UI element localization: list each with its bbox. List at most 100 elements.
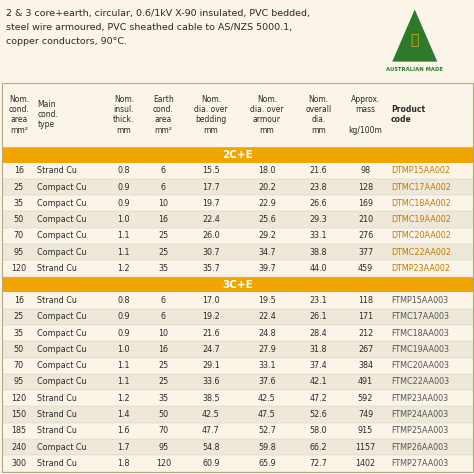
Text: 120: 120 [156,459,171,468]
Text: 6: 6 [161,312,166,321]
Text: 6: 6 [161,182,166,191]
Text: 29.1: 29.1 [202,361,220,370]
Text: 10: 10 [158,328,168,337]
Text: 44.0: 44.0 [310,264,327,273]
Text: 300: 300 [11,459,27,468]
Text: 33.1: 33.1 [258,361,276,370]
Text: 185: 185 [11,427,27,436]
Text: 0.9: 0.9 [118,199,130,208]
Text: 54.8: 54.8 [202,443,220,452]
Text: 70: 70 [14,231,24,240]
Text: 384: 384 [358,361,373,370]
Text: FTMP26AA003: FTMP26AA003 [391,443,448,452]
Text: Nom.
cond.
area
mm²: Nom. cond. area mm² [9,95,29,135]
Text: 6: 6 [161,166,166,175]
Text: Strand Cu: Strand Cu [37,427,77,436]
Text: 19.2: 19.2 [202,312,220,321]
Text: 🦘: 🦘 [410,33,419,47]
Text: 267: 267 [358,345,373,354]
Text: 33.1: 33.1 [310,231,327,240]
Text: FTMP23AA003: FTMP23AA003 [391,394,448,403]
Text: 66.2: 66.2 [310,443,328,452]
Text: 21.6: 21.6 [310,166,328,175]
Text: 38.8: 38.8 [310,248,327,257]
Text: 0.9: 0.9 [118,328,130,337]
Polygon shape [392,9,437,62]
Text: 37.4: 37.4 [310,361,328,370]
Text: 34.7: 34.7 [258,248,276,257]
Text: 37.6: 37.6 [258,377,276,386]
Text: 18.0: 18.0 [258,166,276,175]
Text: 240: 240 [11,443,27,452]
Text: 23.1: 23.1 [310,296,328,305]
Text: 35: 35 [14,199,24,208]
Text: 26.0: 26.0 [202,231,220,240]
Text: 150: 150 [11,410,27,419]
Text: FTMC20AA003: FTMC20AA003 [391,361,449,370]
Text: 29.2: 29.2 [258,231,276,240]
Text: 26.1: 26.1 [310,312,328,321]
Text: 276: 276 [358,231,373,240]
Text: 1.1: 1.1 [118,248,130,257]
Text: 0.8: 0.8 [118,166,130,175]
Text: 915: 915 [358,427,373,436]
Text: 1.0: 1.0 [118,215,130,224]
Text: FTMC18AA003: FTMC18AA003 [391,328,449,337]
Text: 19.5: 19.5 [258,296,276,305]
Text: 1.8: 1.8 [118,459,130,468]
Text: Compact Cu: Compact Cu [37,199,87,208]
Text: Nom.
dia. over
bedding
mm: Nom. dia. over bedding mm [194,95,228,135]
Text: 25.6: 25.6 [258,215,276,224]
Text: 22.9: 22.9 [258,199,276,208]
Text: 128: 128 [358,182,373,191]
Text: 6: 6 [161,296,166,305]
FancyBboxPatch shape [2,211,473,228]
Text: 70: 70 [14,361,24,370]
Text: Compact Cu: Compact Cu [37,443,87,452]
Text: 47.5: 47.5 [258,410,276,419]
Text: 26.6: 26.6 [310,199,328,208]
Text: 2 & 3 core+earth, circular, 0.6/1kV X-90 insulated, PVC bedded,: 2 & 3 core+earth, circular, 0.6/1kV X-90… [6,9,310,18]
Text: 0.9: 0.9 [118,182,130,191]
Text: FTMP24AA003: FTMP24AA003 [391,410,448,419]
Text: Compact Cu: Compact Cu [37,231,87,240]
FancyBboxPatch shape [2,423,473,439]
FancyBboxPatch shape [2,309,473,325]
FancyBboxPatch shape [2,341,473,357]
Text: 25: 25 [14,312,24,321]
Text: 35.7: 35.7 [202,264,220,273]
Text: 35: 35 [158,394,168,403]
Text: 17.0: 17.0 [202,296,220,305]
Text: Main
cond.
type: Main cond. type [37,100,58,129]
Text: 25: 25 [158,377,168,386]
FancyBboxPatch shape [2,357,473,374]
Text: 95: 95 [14,248,24,257]
Text: Strand Cu: Strand Cu [37,394,77,403]
Text: DTMP23AA002: DTMP23AA002 [391,264,450,273]
Text: 42.1: 42.1 [310,377,328,386]
Text: 47.2: 47.2 [310,394,328,403]
Text: 20.2: 20.2 [258,182,276,191]
FancyBboxPatch shape [2,277,473,292]
Text: 1.1: 1.1 [118,361,130,370]
Text: 42.5: 42.5 [202,410,220,419]
Text: 1.2: 1.2 [118,264,130,273]
Text: 592: 592 [358,394,373,403]
Text: 22.4: 22.4 [202,215,220,224]
Text: 58.0: 58.0 [310,427,328,436]
Text: 60.9: 60.9 [202,459,220,468]
Text: DTMC17AA002: DTMC17AA002 [391,182,451,191]
Text: FTMC17AA003: FTMC17AA003 [391,312,449,321]
Text: 35: 35 [158,264,168,273]
Text: 65.9: 65.9 [258,459,276,468]
Text: 0.8: 0.8 [118,296,130,305]
FancyBboxPatch shape [2,195,473,211]
Text: 24.7: 24.7 [202,345,220,354]
Text: 72.7: 72.7 [310,459,328,468]
Text: Compact Cu: Compact Cu [37,312,87,321]
Text: 0.9: 0.9 [118,312,130,321]
FancyBboxPatch shape [2,325,473,341]
Text: 749: 749 [358,410,373,419]
Text: 16: 16 [158,345,168,354]
Text: 459: 459 [358,264,373,273]
